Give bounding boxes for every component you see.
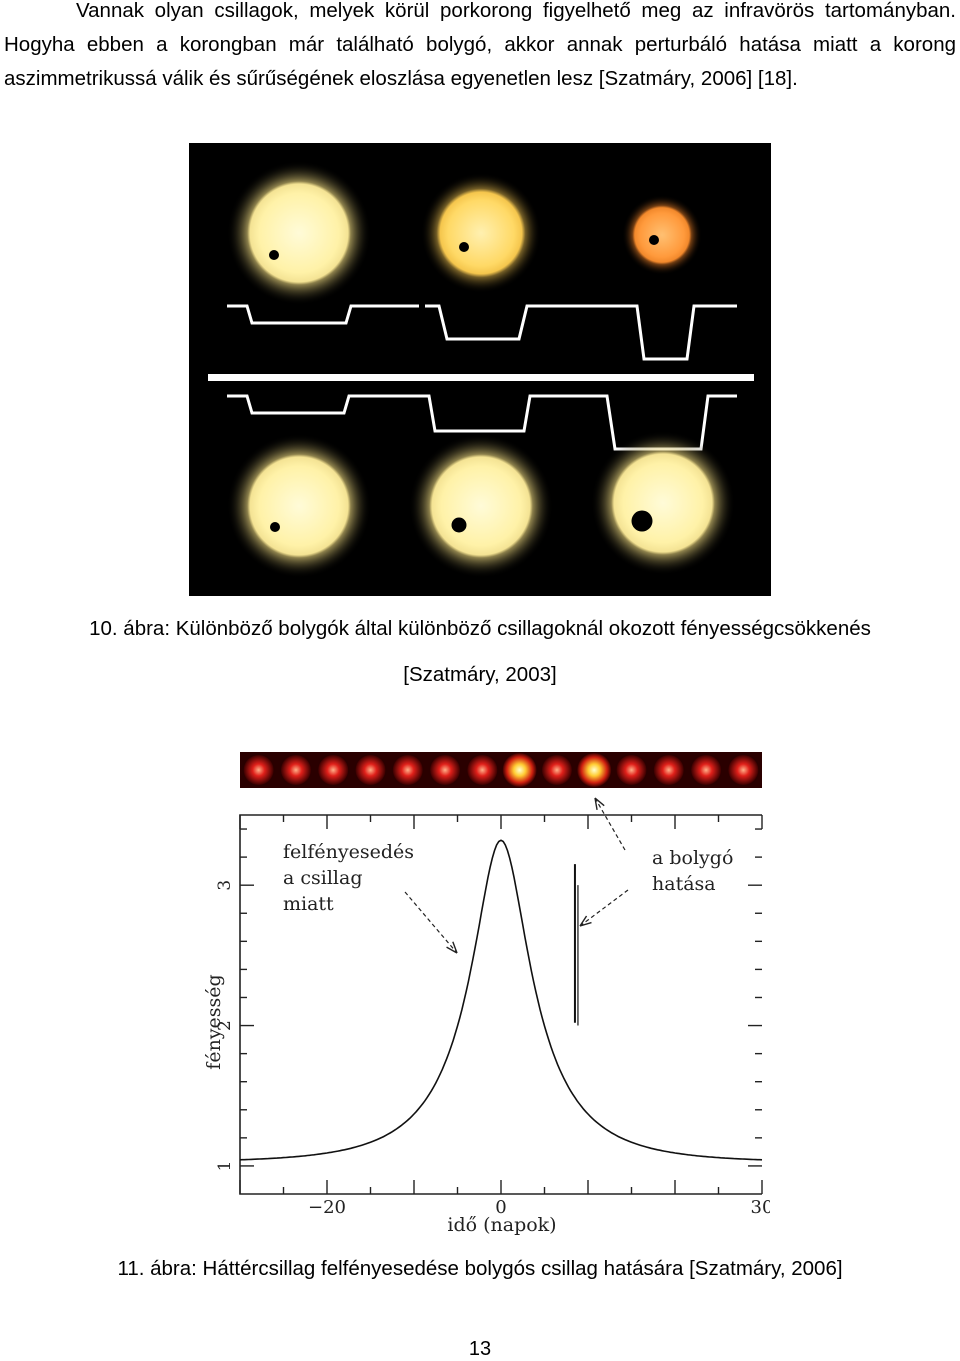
- lensed-image: [243, 755, 274, 785]
- figure-11-chart: 123−20 0 30 felfényesedés a csillag miatt …: [203, 752, 770, 1236]
- lensed-image: [541, 755, 572, 785]
- divider-bar: [208, 374, 754, 381]
- annotation-star-line1: felfényesedés: [283, 841, 414, 863]
- star-medium-yellow: [421, 173, 541, 293]
- x-axis-label: idő (napok): [447, 1214, 556, 1236]
- intro-paragraph-text: Vannak olyan csillagok, melyek körül por…: [4, 0, 956, 90]
- star-large-pale: [227, 161, 371, 305]
- lensed-image: [467, 755, 498, 785]
- light-curves-top: [227, 304, 737, 361]
- lensed-image: [392, 755, 423, 785]
- y-tick-label: 1: [215, 1161, 235, 1172]
- arrow-planet-effect-head: [579, 915, 592, 927]
- annotation-star-line2: a csillag: [283, 867, 362, 889]
- figure-10-caption: 10. ábra: Különböző bolygók által különb…: [89, 617, 871, 640]
- intro-paragraph: Vannak olyan csillagok, melyek körül por…: [4, 0, 956, 96]
- planet-medium-dot: [451, 517, 467, 533]
- figure-11-caption: 11. ábra: Háttércsillag felfényesedése b…: [117, 1257, 843, 1280]
- arrow-planet-effect: [579, 889, 629, 927]
- x-tick-label: 0: [495, 1197, 506, 1218]
- lensed-image: [430, 755, 461, 785]
- arrow-star-brightening: [404, 891, 458, 954]
- lensed-image: [280, 755, 311, 785]
- figure-10-source: [Szatmáry, 2003]: [403, 663, 557, 686]
- arrow-star-brightening-head: [446, 941, 458, 954]
- y-tick-label: 2: [215, 1020, 235, 1031]
- star-bottom-right: [591, 431, 735, 575]
- arrow-planet-image-head: [594, 797, 605, 810]
- y-axis-label: fényesség: [203, 974, 225, 1069]
- lensed-image: [728, 755, 759, 785]
- x-tick-label: 30: [751, 1197, 770, 1218]
- lensed-image: [318, 755, 349, 785]
- lensed-image: [653, 755, 684, 785]
- planet-small-dot: [270, 522, 280, 532]
- planet-small-dot: [459, 242, 469, 252]
- x-tick-label: −20: [308, 1197, 346, 1218]
- lensed-image: [691, 755, 722, 785]
- y-tick-label: 3: [215, 880, 235, 891]
- lensed-image: [616, 755, 647, 785]
- annotation-planet-line2: hatása: [652, 873, 716, 895]
- star-bottom-middle: [409, 434, 553, 578]
- star-small-orange: [622, 195, 702, 275]
- lensed-image-bright: [502, 753, 537, 787]
- plot-area: 1 2 3 −20 0 30: [215, 797, 770, 1218]
- annotation-planet-line1: a bolygó: [652, 847, 733, 869]
- light-curve-line: [239, 839, 763, 1161]
- planet-small-dot: [649, 235, 659, 245]
- lensing-blobs: [243, 753, 759, 787]
- figure-10-transit-image: [189, 143, 771, 596]
- planet-large-dot: [631, 510, 653, 532]
- lensed-image-bright: [577, 753, 612, 787]
- star-bottom-left: [227, 434, 371, 578]
- planet-small-dot: [269, 250, 279, 260]
- arrow-planet-image: [594, 797, 626, 851]
- annotation-star-line3: miatt: [283, 893, 334, 915]
- lensed-image: [355, 755, 386, 785]
- page-number: 13: [468, 1338, 492, 1360]
